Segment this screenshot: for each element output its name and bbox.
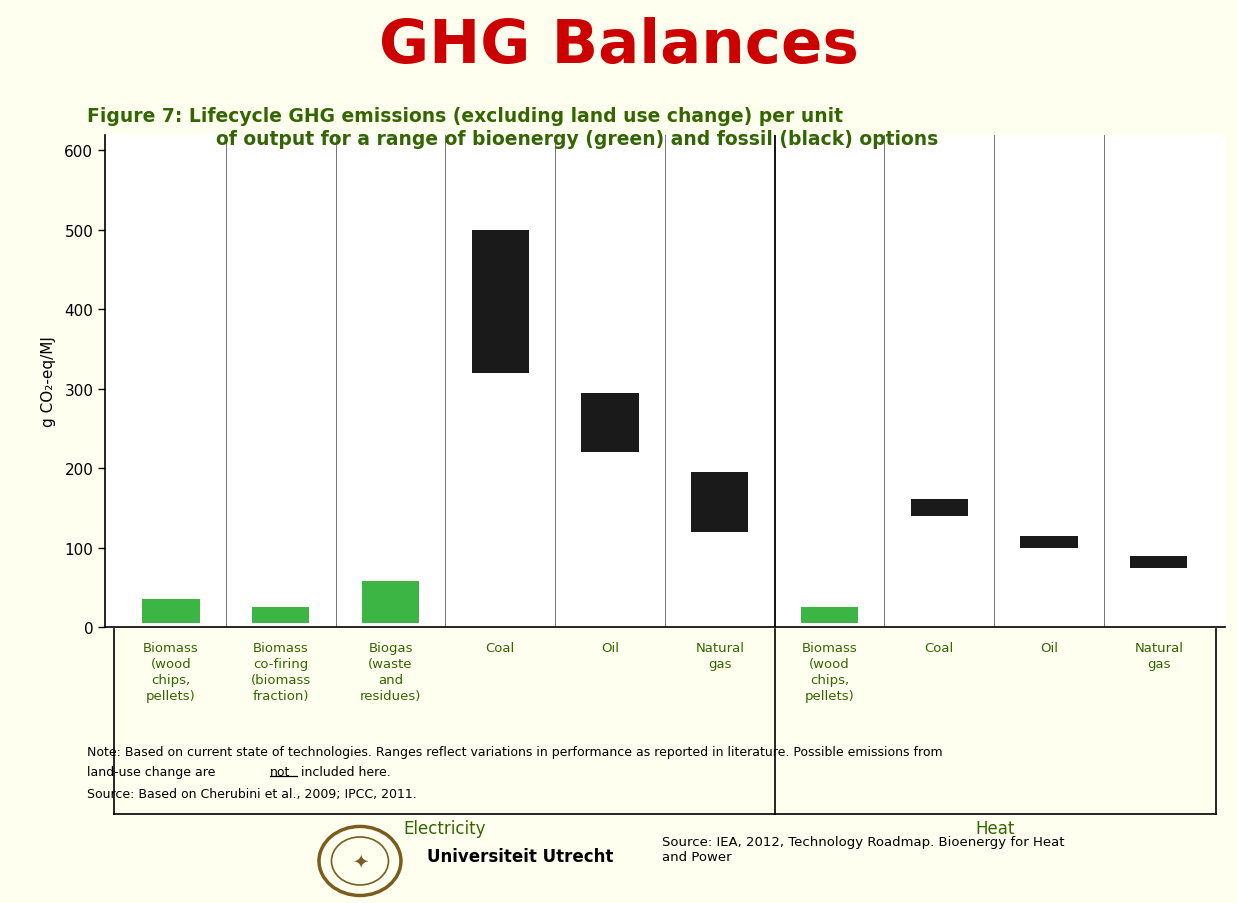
Text: Source: Based on Cherubini et al., 2009; IPCC, 2011.: Source: Based on Cherubini et al., 2009;…	[87, 787, 417, 800]
Bar	[362, 582, 419, 624]
Bar	[1021, 536, 1077, 548]
Y-axis label: g CO₂-eq/MJ: g CO₂-eq/MJ	[41, 336, 56, 427]
Text: land-use change are: land-use change are	[87, 765, 219, 777]
Text: Oil: Oil	[1040, 641, 1058, 654]
Bar	[1131, 556, 1188, 568]
Text: Heat: Heat	[976, 819, 1014, 837]
Bar	[910, 499, 967, 517]
Text: of output for a range of bioenergy (green) and fossil (black) options: of output for a range of bioenergy (gree…	[216, 130, 939, 149]
Bar	[252, 608, 309, 624]
Bar	[142, 600, 199, 624]
Text: included here.: included here.	[297, 765, 391, 777]
Bar	[471, 230, 528, 374]
Text: Coal: Coal	[486, 641, 515, 654]
Text: not: not	[270, 765, 289, 777]
Text: Biogas
(waste
and
residues): Biogas (waste and residues)	[360, 641, 421, 702]
Text: Figure 7: Lifecycle GHG emissions (excluding land use change) per unit: Figure 7: Lifecycle GHG emissions (exclu…	[87, 107, 842, 126]
Text: Electricity: Electricity	[403, 819, 486, 837]
Text: Natural
gas: Natural gas	[695, 641, 745, 670]
Text: Source: IEA, 2012, Technology Roadmap. Bioenergy for Heat
and Power: Source: IEA, 2012, Technology Roadmap. B…	[662, 835, 1064, 862]
Text: Biomass
co-firing
(biomass
fraction): Biomass co-firing (biomass fraction)	[251, 641, 310, 702]
Text: Universiteit Utrecht: Universiteit Utrecht	[427, 847, 614, 865]
Bar	[691, 473, 748, 533]
Text: Coal: Coal	[924, 641, 954, 654]
Text: Oil: Oil	[601, 641, 618, 654]
Text: GHG Balances: GHG Balances	[379, 17, 858, 76]
Text: Biomass
(wood
chips,
pellets): Biomass (wood chips, pellets)	[143, 641, 199, 702]
Bar	[581, 394, 638, 453]
Text: Note: Based on current state of technologies. Ranges reflect variations in perfo: Note: Based on current state of technolo…	[87, 745, 943, 758]
Text: Biomass
(wood
chips,
pellets): Biomass (wood chips, pellets)	[802, 641, 857, 702]
Bar	[802, 608, 858, 624]
Text: Natural
gas: Natural gas	[1134, 641, 1184, 670]
Text: ✦: ✦	[351, 852, 369, 870]
